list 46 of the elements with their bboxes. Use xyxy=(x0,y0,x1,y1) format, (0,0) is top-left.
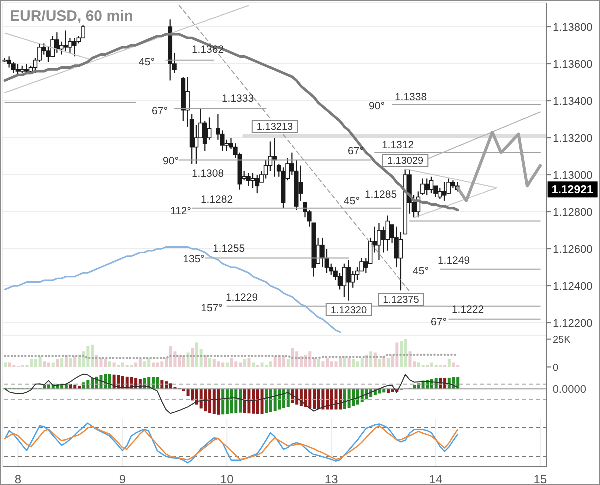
annotation: 1.1255 xyxy=(212,242,246,255)
y-tick-label: 1.13400 xyxy=(553,96,593,108)
annotation: 1.1338 xyxy=(394,91,428,104)
y-tick-label: 1.12200 xyxy=(553,318,593,330)
y-tick-label: 25K xyxy=(553,334,572,346)
annotation: 1.1229 xyxy=(226,292,258,304)
x-tick-label: 8 xyxy=(14,472,22,485)
annotation: 1.12320 xyxy=(330,305,368,316)
annotation: 90° xyxy=(163,156,179,168)
y-tick-label: 0 xyxy=(553,362,559,374)
annotation: 67° xyxy=(152,106,168,118)
annotation: 45° xyxy=(413,266,429,278)
annotation: 45° xyxy=(139,56,155,68)
annotation: 112° xyxy=(170,206,192,218)
y-tick-label: 1.13800 xyxy=(553,22,593,34)
x-tick-label: 10 xyxy=(220,472,234,485)
annotation: 1.13213 xyxy=(256,122,294,134)
y-tick-label: 1.13200 xyxy=(553,132,593,145)
annotation: 1.13029 xyxy=(387,156,424,168)
y-tick-label: 1.12400 xyxy=(553,280,593,293)
annotation: 1.1222 xyxy=(452,304,484,316)
x-tick-label: 15 xyxy=(534,472,548,485)
annotation: 45° xyxy=(344,196,360,208)
annotation: 1.1312 xyxy=(382,139,414,152)
annotation: 1.1308 xyxy=(192,168,224,180)
annotation: 1.1362 xyxy=(192,44,224,56)
annotation: 67° xyxy=(431,316,447,328)
annotation: 67° xyxy=(348,146,364,158)
y-tick-label: 1.13000 xyxy=(553,170,593,182)
annotation: 1.1249 xyxy=(438,254,470,267)
x-tick-label: 13 xyxy=(324,472,339,485)
x-tick-label: 14 xyxy=(429,472,444,485)
annotation: 135° xyxy=(183,254,205,266)
annotation: 1.1282 xyxy=(200,194,234,206)
text: 1.12921 xyxy=(552,184,594,197)
annotation: 157° xyxy=(201,302,223,314)
text: 0.0000 xyxy=(552,384,586,396)
x-tick-label: 9 xyxy=(119,472,126,485)
chart-title: EUR/USD, 60 min xyxy=(10,8,134,25)
y-tick-label: 1.12800 xyxy=(553,206,593,219)
y-tick-label: 1.12600 xyxy=(553,244,593,256)
annotation: 1.12375 xyxy=(383,295,420,306)
annotation: 1.1285 xyxy=(364,188,398,201)
y-tick-label: 1.13600 xyxy=(553,58,593,71)
annotation: 90° xyxy=(369,100,385,112)
annotation: 1.1333 xyxy=(222,92,254,105)
